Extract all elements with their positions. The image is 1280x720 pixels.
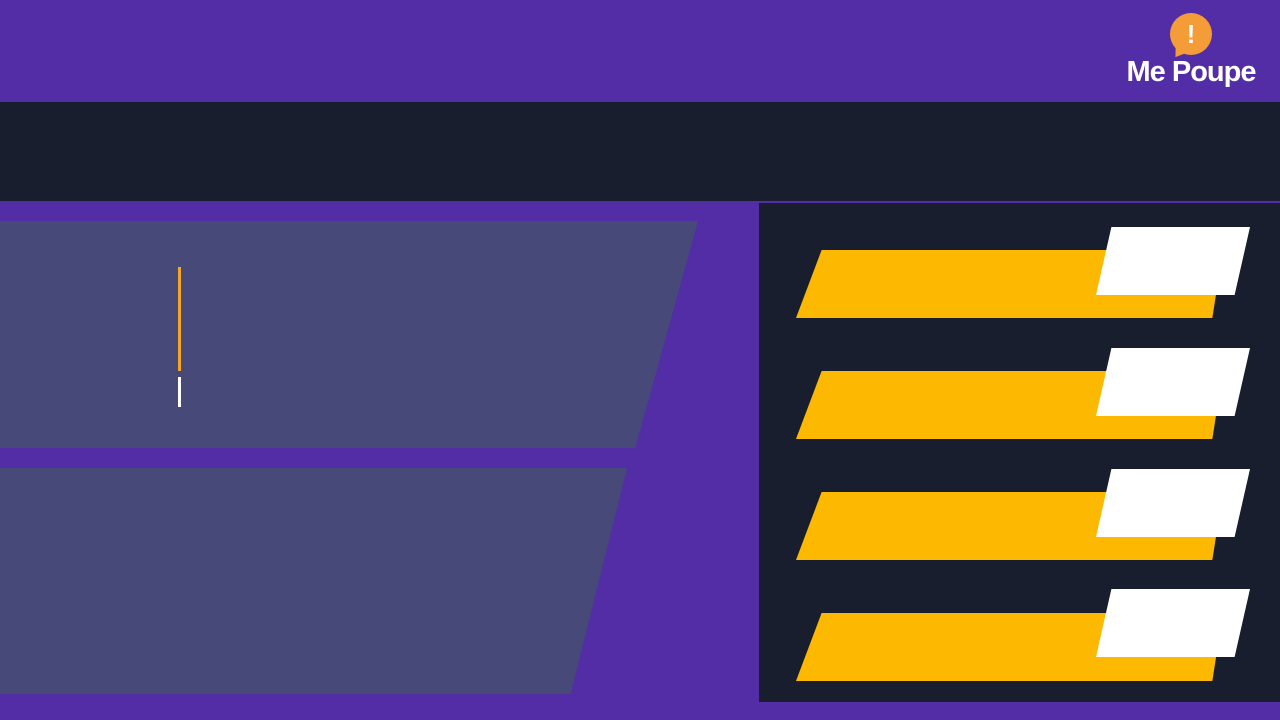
top-header-bar: [0, 0, 1280, 102]
list-tag-3: [1096, 469, 1250, 537]
brand-logo-text: Me Poupe: [1126, 56, 1257, 88]
content-panel-top: [0, 221, 698, 448]
accent-line-orange: [178, 267, 181, 371]
list-tag-2: [1096, 348, 1250, 416]
exclamation-badge-icon: !: [1170, 13, 1212, 55]
content-panel-bottom: [0, 468, 627, 694]
list-tag-1: [1096, 227, 1250, 295]
title-band: [0, 102, 1280, 201]
accent-line-white: [178, 377, 181, 407]
list-tag-4: [1096, 589, 1250, 657]
